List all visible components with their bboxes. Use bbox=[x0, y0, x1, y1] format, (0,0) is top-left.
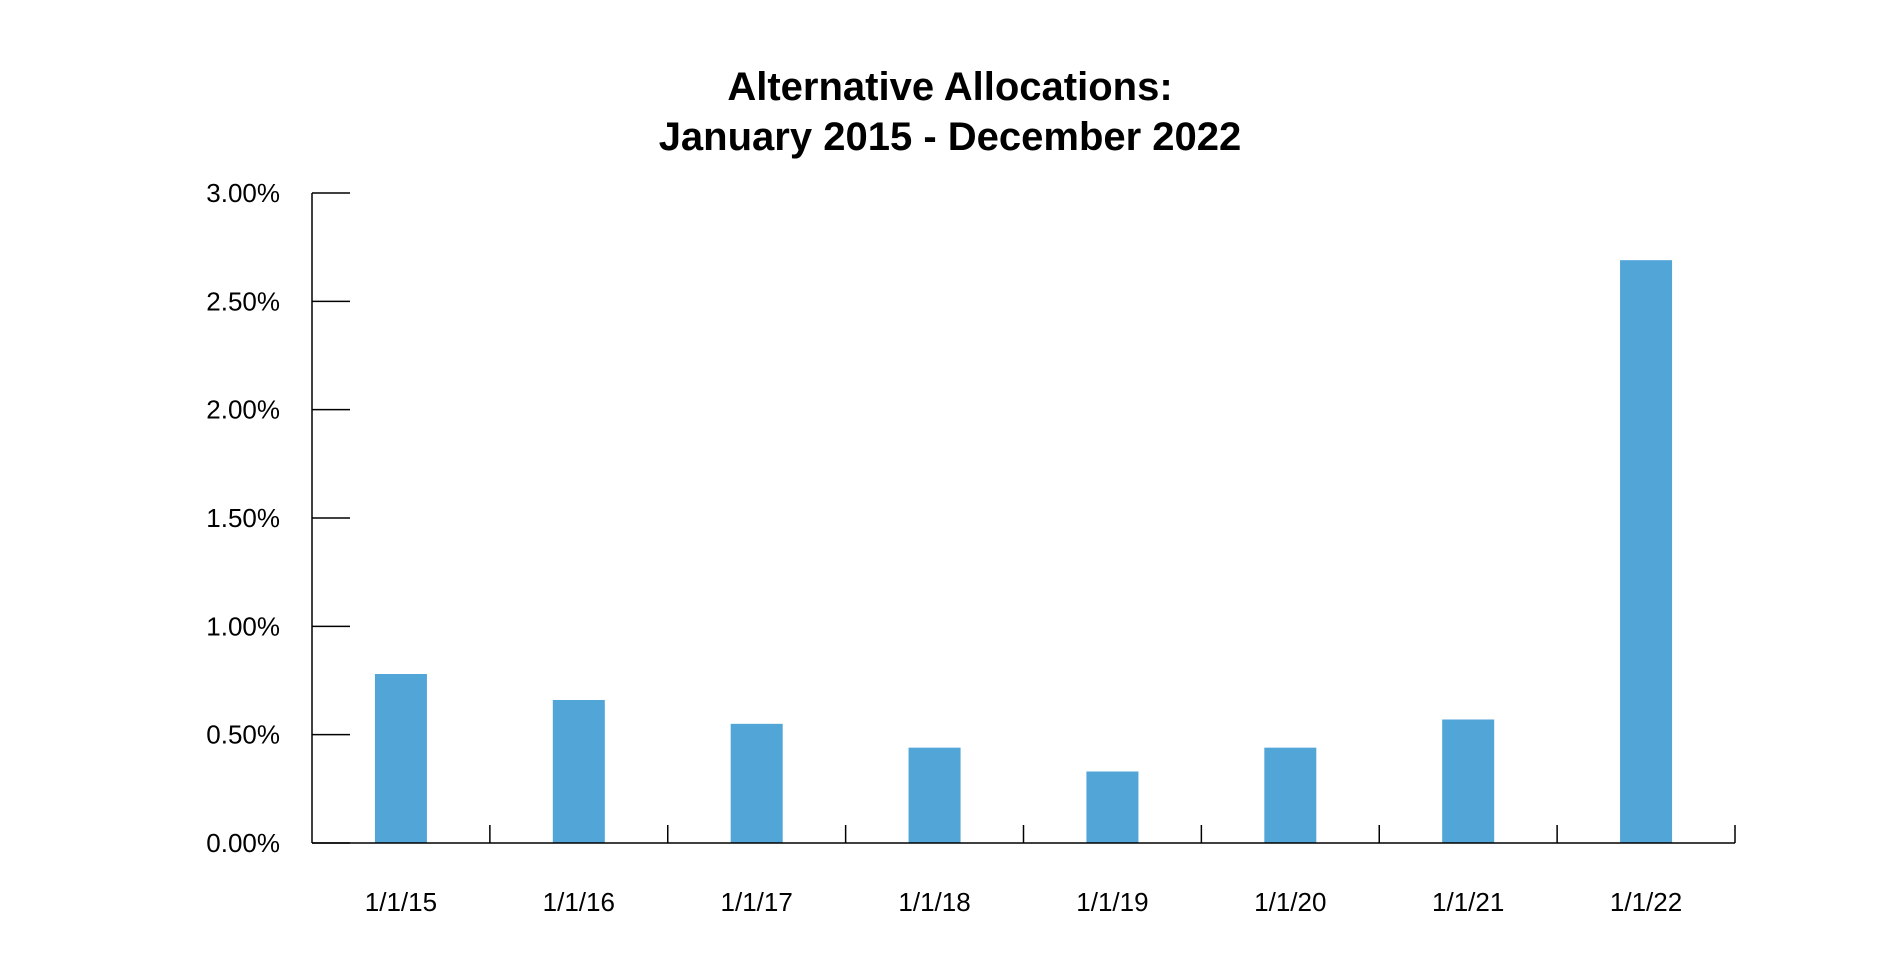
y-tick-label: 2.00% bbox=[206, 395, 280, 425]
chart-title-block: Alternative Allocations: January 2015 - … bbox=[0, 62, 1900, 162]
y-tick-label: 0.50% bbox=[206, 720, 280, 750]
bar-1-1-21 bbox=[1442, 719, 1495, 843]
x-tick-label: 1/1/16 bbox=[543, 887, 615, 917]
bar-1-1-16 bbox=[552, 700, 605, 843]
x-tick-label: 1/1/20 bbox=[1254, 887, 1326, 917]
y-tick-label: 2.50% bbox=[206, 286, 280, 316]
x-tick-label: 1/1/19 bbox=[1076, 887, 1148, 917]
chart-subtitle: January 2015 - December 2022 bbox=[658, 115, 1242, 159]
x-tick-label: 1/1/15 bbox=[365, 887, 437, 917]
bar-1-1-19 bbox=[1086, 771, 1139, 843]
x-tick-label: 1/1/22 bbox=[1610, 887, 1682, 917]
chart-title: Alternative Allocations: bbox=[727, 65, 1173, 109]
bar-1-1-20 bbox=[1264, 747, 1317, 843]
y-tick-label: 1.00% bbox=[206, 611, 280, 641]
bar-1-1-22 bbox=[1620, 260, 1673, 844]
x-tick-label: 1/1/18 bbox=[898, 887, 970, 917]
y-tick-label: 0.00% bbox=[206, 828, 280, 858]
bar-1-1-15 bbox=[374, 674, 427, 843]
bar-1-1-17 bbox=[730, 723, 783, 843]
y-tick-label: 3.00% bbox=[206, 178, 280, 208]
bar-1-1-18 bbox=[908, 747, 961, 843]
y-tick-label: 1.50% bbox=[206, 503, 280, 533]
x-tick-label: 1/1/17 bbox=[721, 887, 793, 917]
x-tick-label: 1/1/21 bbox=[1432, 887, 1504, 917]
